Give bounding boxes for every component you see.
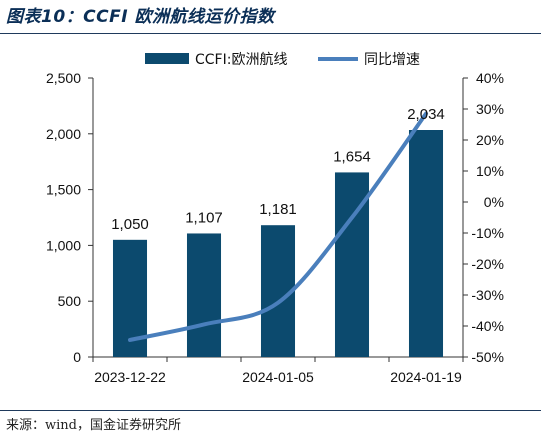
x-tick-label: 2024-01-19 [390, 369, 462, 385]
legend: CCFI:欧洲航线 同比增速 [145, 52, 420, 68]
data-labels: 1,050 1,107 1,181 1,654 2,034 [111, 106, 445, 233]
bar-data-label: 1,107 [185, 209, 223, 226]
y-right-tick-label: 40% [476, 70, 504, 86]
legend-line-label: 同比增速 [364, 52, 420, 68]
line-series [128, 111, 428, 342]
y-right-tick-label: -40% [471, 318, 504, 334]
bar-data-label: 2,034 [407, 106, 445, 123]
y-right-tick-label: 10% [476, 163, 504, 179]
y-left-tick-label: 2,500 [46, 70, 81, 86]
y-left-tick-label: 1,500 [46, 182, 81, 198]
y-right-tick-label: 0% [484, 194, 504, 210]
footer-rule [0, 410, 541, 411]
y-left-tick-label: 2,000 [46, 126, 81, 142]
bar [408, 130, 444, 357]
y-left-tick-label: 500 [58, 293, 82, 309]
y-left-tick-label: 0 [73, 349, 81, 365]
bar-series [112, 130, 444, 357]
legend-bar-swatch [145, 53, 189, 64]
y-right-tick-label: -20% [471, 256, 504, 272]
growth-line [128, 111, 428, 342]
bar-data-label: 1,654 [333, 148, 371, 165]
legend-bar-label: CCFI:欧洲航线 [195, 52, 287, 68]
y-right-tick-label: -50% [471, 349, 504, 365]
y-right-tick-label: 30% [476, 101, 504, 117]
y-left-tick-label: 1,000 [46, 237, 81, 253]
figure-title: 图表10：CCFI 欧洲航线运价指数 [6, 7, 275, 27]
y-right-tick-label: -30% [471, 287, 504, 303]
axes: 0 500 1,000 1,500 2,000 2,500 -50% -40% -30% -20%… [46, 70, 504, 385]
title-rule [0, 33, 541, 34]
bar [186, 233, 222, 357]
source-note: 来源：wind，国金证券研究所 [6, 418, 181, 433]
x-tick-label: 2024-01-05 [242, 369, 314, 385]
y-right-tick-label: 20% [476, 132, 504, 148]
bar-data-label: 1,181 [259, 201, 297, 218]
x-tick-label: 2023-12-22 [94, 369, 166, 385]
y-right-tick-label: -10% [471, 225, 504, 241]
bar-data-label: 1,050 [111, 216, 149, 233]
